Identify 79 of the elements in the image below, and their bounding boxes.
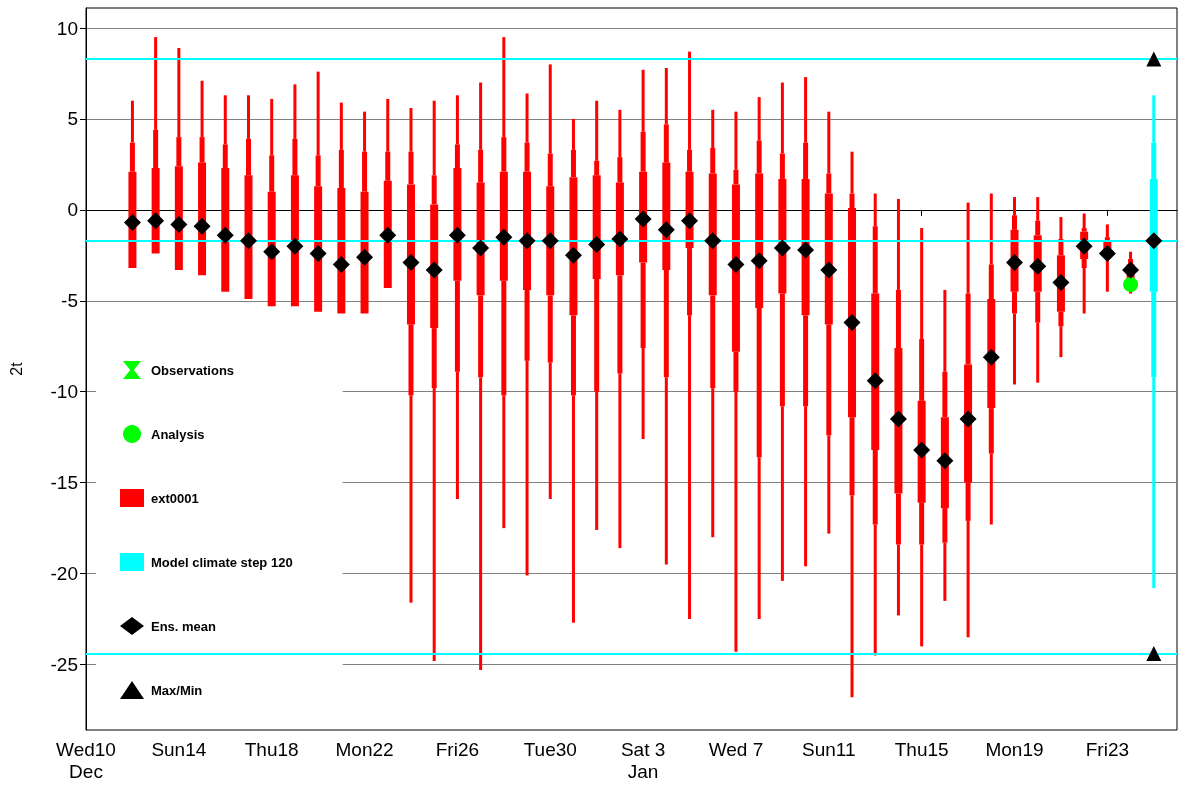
point bbox=[1123, 276, 1139, 292]
x-tick-label: Sat 3 Jan bbox=[620, 738, 666, 782]
legend-label: Model climate step 120 bbox=[151, 554, 293, 570]
y-tick-label: -5 bbox=[61, 290, 78, 312]
point bbox=[1029, 257, 1047, 275]
legend-label: ext0001 bbox=[151, 490, 199, 506]
point bbox=[239, 232, 257, 250]
point bbox=[216, 226, 234, 244]
point bbox=[147, 212, 165, 230]
legend-label: Analysis bbox=[151, 426, 205, 442]
bar bbox=[1105, 224, 1109, 238]
x-tick-label: Thu18 bbox=[244, 738, 299, 760]
point bbox=[309, 245, 327, 263]
point bbox=[1146, 646, 1162, 662]
y-tick-label: -15 bbox=[50, 472, 78, 494]
point bbox=[820, 261, 838, 279]
x-tick-label: Tue30 bbox=[523, 738, 577, 760]
x-tick-label: Sun11 bbox=[802, 738, 856, 760]
point bbox=[541, 232, 559, 250]
point bbox=[1146, 51, 1162, 67]
point bbox=[773, 239, 791, 257]
point bbox=[286, 237, 304, 255]
x-tick-label: Mon19 bbox=[985, 738, 1044, 760]
point bbox=[1098, 245, 1116, 263]
point bbox=[982, 348, 1000, 366]
point bbox=[193, 217, 211, 235]
bar bbox=[1129, 251, 1133, 259]
x-tick-label: Sun14 bbox=[151, 738, 207, 760]
y-tick-label: -25 bbox=[50, 654, 78, 676]
x-tick-label: Thu15 bbox=[894, 738, 949, 760]
point bbox=[495, 228, 513, 246]
point bbox=[1006, 254, 1024, 272]
point bbox=[588, 235, 606, 253]
y-tick-label: -20 bbox=[50, 563, 78, 585]
legend-label: Observations bbox=[151, 362, 235, 378]
point bbox=[634, 210, 652, 228]
y-tick-label: 10 bbox=[56, 17, 78, 39]
point bbox=[472, 239, 490, 257]
legend-label: Ens. mean bbox=[151, 618, 217, 634]
y-tick-label: 5 bbox=[67, 108, 78, 130]
y-tick-label: -10 bbox=[50, 381, 78, 403]
point bbox=[727, 255, 745, 273]
point bbox=[657, 221, 675, 239]
bar bbox=[1105, 258, 1109, 292]
point bbox=[123, 214, 141, 232]
point bbox=[797, 241, 815, 259]
point bbox=[425, 261, 443, 279]
point bbox=[681, 212, 699, 230]
point bbox=[379, 226, 397, 244]
point bbox=[1145, 232, 1163, 250]
point bbox=[913, 441, 931, 459]
point bbox=[170, 215, 188, 233]
point bbox=[889, 410, 907, 428]
point bbox=[611, 230, 629, 248]
point bbox=[448, 226, 466, 244]
x-tick-label: Fri26 bbox=[435, 738, 480, 760]
point bbox=[843, 314, 861, 332]
point bbox=[402, 254, 420, 272]
x-tick-label: Fri23 bbox=[1085, 738, 1130, 760]
legend-label: Max/Min bbox=[151, 682, 203, 698]
y-tick-label: 0 bbox=[67, 199, 78, 221]
point bbox=[1122, 261, 1140, 279]
point bbox=[704, 232, 722, 250]
point bbox=[263, 243, 281, 261]
point bbox=[959, 410, 977, 428]
x-tick-label: Wed10 Dec bbox=[56, 738, 116, 782]
point bbox=[518, 232, 536, 250]
point bbox=[356, 248, 374, 266]
point bbox=[564, 246, 582, 264]
point bbox=[1052, 274, 1070, 292]
x-tick-label: Wed 7 bbox=[708, 738, 764, 760]
point bbox=[866, 372, 884, 390]
bar bbox=[1082, 213, 1086, 229]
point bbox=[332, 255, 350, 273]
x-tick-label: Mon22 bbox=[335, 738, 394, 760]
point bbox=[750, 252, 768, 270]
y-axis-title: 2t bbox=[7, 361, 25, 376]
point bbox=[936, 452, 954, 470]
point bbox=[1075, 237, 1093, 255]
